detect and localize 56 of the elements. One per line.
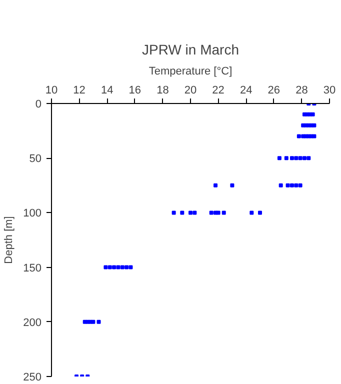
point [209,210,214,215]
point [306,156,311,160]
point [286,183,290,188]
y-tick-label: 50 [29,153,42,166]
point [172,210,176,215]
point [216,210,220,215]
point [250,210,254,215]
point [294,156,298,160]
y-tick-label: 0 [35,98,42,110]
point [124,265,129,270]
y-tick-label: 250 [23,372,42,384]
point [104,265,108,270]
point [312,123,316,128]
point [278,183,283,188]
point [112,265,116,270]
x-axis-title: Temperature [°C] [148,66,232,78]
point [180,210,184,215]
point [96,320,101,324]
point [296,134,301,138]
point [230,183,234,188]
point [188,210,192,215]
x-tick-label: 16 [128,84,142,96]
point [290,156,294,160]
point [298,183,302,188]
x-tick-label: 12 [73,84,86,96]
y-axis-title: Depth [m] [3,216,16,264]
point [302,156,306,160]
x-tick-label: 30 [323,84,336,96]
x-tick-label: 10 [45,84,58,96]
point [290,183,294,188]
x-tick-label: 22 [212,84,224,96]
x-tick-label: 24 [240,84,252,96]
chart-title: JPRW in March [142,42,239,58]
x-tick-label: 18 [156,84,169,96]
point [294,183,298,188]
y-tick-label: 200 [23,316,42,329]
point [258,210,262,215]
y-tick-label: 100 [23,208,42,220]
point [298,156,302,160]
x-tick-label: 28 [296,84,308,96]
point [312,134,316,138]
point [214,183,218,188]
point [116,265,120,270]
point [277,156,282,160]
point [91,320,96,324]
point [284,156,288,160]
point [128,265,133,270]
y-tick-label: 150 [23,262,42,274]
point [222,210,226,215]
point [192,210,197,215]
x-tick-label: 26 [268,84,280,96]
x-tick-label: 14 [100,84,114,96]
point [310,112,315,116]
x-tick-label: 20 [184,84,197,96]
point [120,265,124,270]
point [108,265,112,270]
